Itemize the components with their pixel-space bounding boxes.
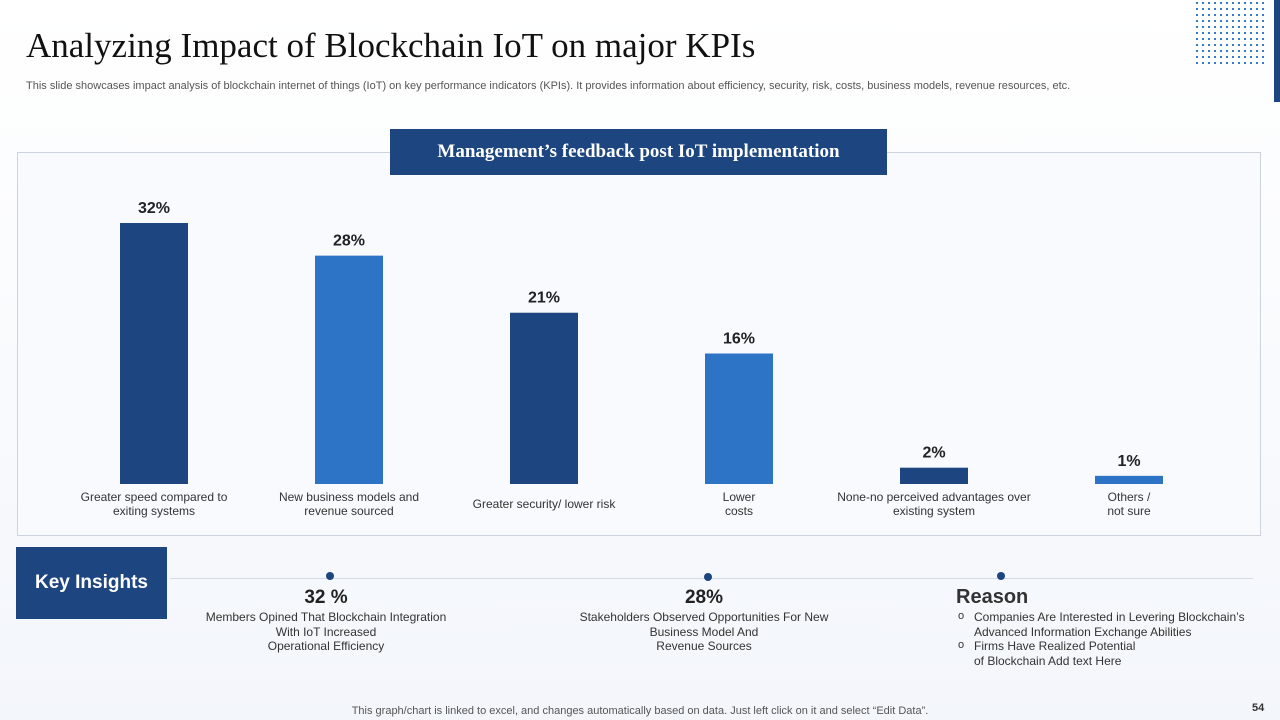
value-label: 32%: [138, 200, 170, 217]
reason-bullet: Companies Are Interested in Levering Blo…: [974, 610, 1245, 639]
insight-value: 32 %: [304, 587, 348, 608]
dot: [997, 572, 1005, 580]
dot: [326, 572, 334, 580]
insight-text: Members Opined That Blockchain Integrati…: [205, 610, 447, 653]
insight-text: Stakeholders Observed Opportunities For …: [579, 610, 829, 653]
footer: This graph/chart is linked to excel, and…: [351, 705, 929, 717]
insights-heading: Key Insights: [16, 547, 167, 619]
chart-title: Management’s feedback post IoT implement…: [390, 129, 887, 175]
bar: [510, 312, 578, 484]
category-label: Greater speed compared to exiting system…: [80, 490, 228, 518]
category-label: Greater security/ lower risk: [472, 497, 616, 511]
subtitle: This slide showcases impact analysis of …: [26, 80, 1071, 92]
category-label: Others / not sure: [1107, 490, 1151, 518]
bar: [315, 255, 383, 484]
insight-value: 28%: [684, 587, 724, 608]
edge-bar: [1274, 0, 1280, 102]
page-number: 54: [1252, 702, 1265, 714]
value-label: 1%: [1117, 453, 1140, 470]
value-label: 28%: [333, 233, 365, 250]
category-label: None-no perceived advantages over existi…: [837, 490, 1031, 518]
bar: [900, 467, 968, 484]
bullet-marker: o: [958, 639, 965, 651]
reason-heading: Reason: [956, 586, 1029, 608]
dot: [704, 573, 712, 581]
dot-pattern: [1194, 0, 1266, 66]
value-label: 16%: [723, 331, 755, 348]
bar: [1095, 475, 1163, 484]
title: Analyzing Impact of Blockchain IoT on ma…: [26, 26, 756, 65]
value-label: 2%: [922, 445, 945, 462]
category-label: New business models and revenue sourced: [278, 490, 420, 518]
bar: [705, 353, 773, 484]
bar: [120, 223, 188, 484]
reason-bullet: Firms Have Realized Potential of Blockch…: [974, 639, 1136, 668]
category-label: Lower costs: [722, 490, 756, 518]
bullet-marker: o: [958, 610, 965, 622]
value-label: 21%: [528, 290, 560, 307]
